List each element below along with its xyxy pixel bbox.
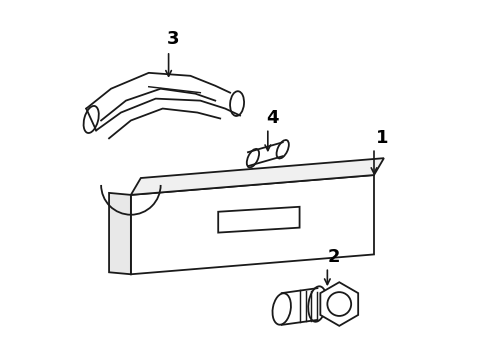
Text: 3: 3 <box>167 30 180 48</box>
Polygon shape <box>109 193 131 274</box>
Polygon shape <box>131 158 384 195</box>
Polygon shape <box>131 175 374 274</box>
Polygon shape <box>320 282 358 326</box>
Text: 2: 2 <box>328 248 341 266</box>
Ellipse shape <box>276 140 289 158</box>
Text: 1: 1 <box>376 129 388 147</box>
Ellipse shape <box>230 91 244 116</box>
Ellipse shape <box>327 292 351 316</box>
Ellipse shape <box>272 293 291 325</box>
Text: 4: 4 <box>267 109 279 127</box>
Ellipse shape <box>308 286 327 322</box>
Ellipse shape <box>84 106 99 133</box>
Ellipse shape <box>247 149 259 167</box>
